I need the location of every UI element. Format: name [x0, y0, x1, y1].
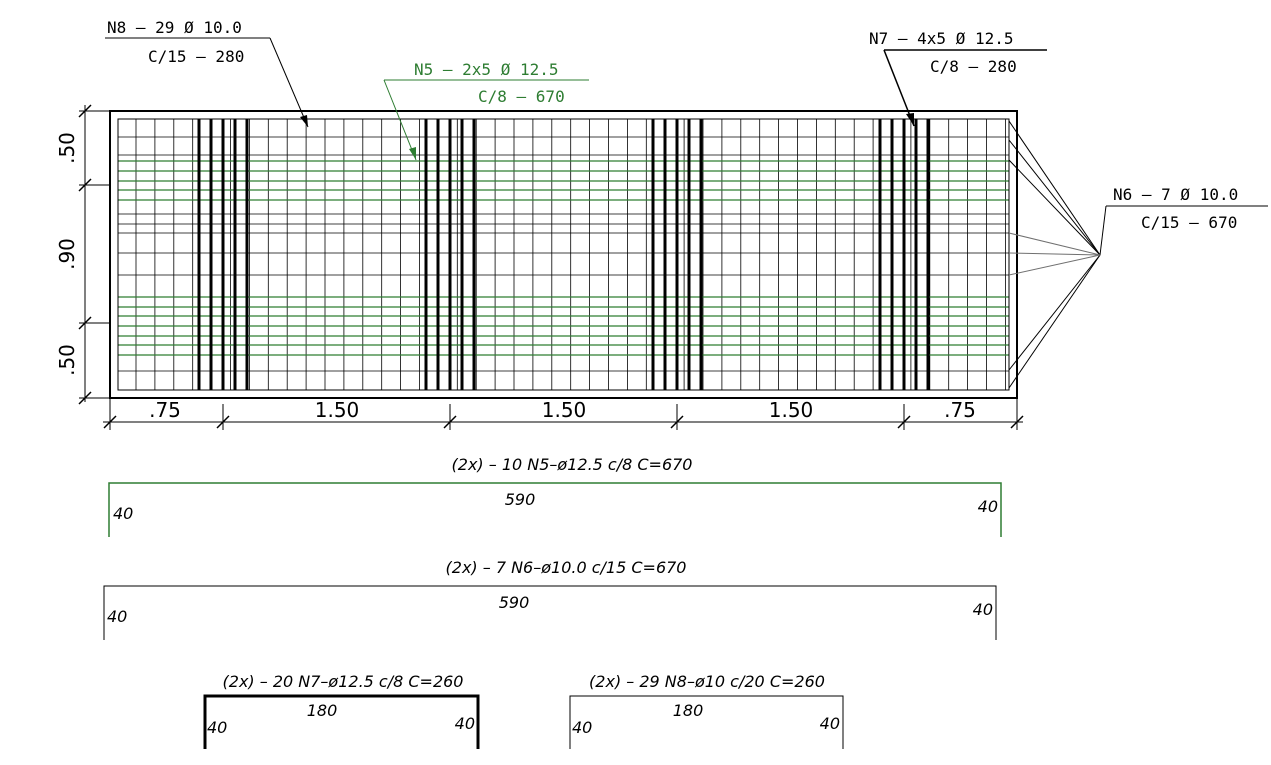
horizontal-dim-tick: [670, 415, 684, 429]
n6-leader-line: [1008, 252, 1101, 256]
bar-detail-n7: (2x) – 20 N7–ø12.5 c/8 C=260 40 180 40: [203, 672, 480, 749]
vertical-dim-tick: [78, 104, 92, 118]
callout-n5: N5 – 2x5 Ø 12.5 C/8 – 670: [383, 60, 589, 161]
bar-n7-title: (2x) – 20 N7–ø12.5 c/8 C=260: [223, 672, 464, 691]
bar-n8-shape: [569, 695, 844, 749]
callout-n7: N7 – 4x5 Ø 12.5 C/8 – 280: [869, 29, 1047, 127]
callout-n7-leader: [883, 49, 915, 127]
bar-n6-shape: [103, 585, 997, 640]
n6-leader-line: [1008, 254, 1101, 276]
callout-n6-line1: N6 – 7 Ø 10.0: [1113, 185, 1238, 204]
bar-n8-right-length: 40: [820, 714, 840, 733]
callout-n7-arrow: [906, 113, 914, 126]
callout-n8: N8 – 29 Ø 10.0 C/15 – 280: [105, 18, 309, 128]
n8-vertical-bars: [135, 119, 1006, 390]
n6-leader-line: [1008, 159, 1101, 256]
vertical-dim-label: .50: [55, 344, 79, 376]
callout-n6-leaders: [1008, 120, 1101, 389]
callout-n8-line2: C/15 – 280: [148, 47, 244, 66]
callout-n6-stem: [1099, 205, 1107, 256]
callout-n8-arrow: [300, 115, 308, 127]
bar-n8-left-length: 40: [572, 718, 592, 737]
horizontal-dimension-chain: .75 1.50 1.50 1.50 .75: [103, 398, 1024, 430]
horizontal-dim-tick: [216, 415, 230, 429]
vertical-dim-tick: [78, 178, 92, 192]
callout-n5-leader: [383, 79, 417, 161]
bar-n6-left-length: 40: [107, 607, 127, 626]
horizontal-dim-tick: [443, 415, 457, 429]
callout-n5-line2: C/8 – 670: [478, 87, 565, 106]
callout-n7-line2: C/8 – 280: [930, 57, 1017, 76]
slab-inner-outline: [117, 118, 1010, 391]
bar-n7-middle-length: 180: [307, 701, 338, 720]
callout-n6-line2: C/15 – 670: [1141, 213, 1237, 232]
callout-n7-line1: N7 – 4x5 Ø 12.5: [869, 29, 1014, 48]
n6-leader-line: [1008, 232, 1101, 256]
horizontal-dim-tick: [103, 415, 117, 429]
bar-n5-left-length: 40: [113, 504, 133, 523]
n6-leader-line: [1008, 254, 1101, 371]
vertical-dim-label: .50: [55, 132, 79, 164]
bar-n6-middle-length: 590: [499, 593, 530, 612]
horizontal-dim-label: 1.50: [315, 398, 360, 422]
bar-n7-left-length: 40: [207, 718, 227, 737]
callout-n6: N6 – 7 Ø 10.0 C/15 – 670: [1008, 120, 1268, 389]
horizontal-dim-label: 1.50: [542, 398, 587, 422]
horizontal-dim-tick: [1010, 415, 1024, 429]
callout-n8-leader: [269, 37, 309, 128]
vertical-dim-label: .90: [55, 238, 79, 270]
bar-n5-middle-length: 590: [505, 490, 536, 509]
horizontal-dim-label: 1.50: [769, 398, 814, 422]
horizontal-dim-label: .75: [149, 398, 181, 422]
vertical-dimension-chain: .50 .90 .50: [55, 104, 110, 405]
n6-leader-line: [1008, 254, 1101, 389]
vertical-dim-tick: [78, 316, 92, 330]
horizontal-dim-label: .75: [944, 398, 976, 422]
bar-n5-title: (2x) – 10 N5–ø12.5 c/8 C=670: [452, 455, 693, 474]
bar-n5-shape: [108, 482, 1002, 537]
bar-detail-n6: (2x) – 7 N6–ø10.0 c/15 C=670 40 590 40: [103, 558, 997, 640]
bar-n6-title: (2x) – 7 N6–ø10.0 c/15 C=670: [446, 558, 687, 577]
n6-leader-line: [1008, 139, 1101, 256]
bar-detail-n5: (2x) – 10 N5–ø12.5 c/8 C=670 40 590 40: [108, 455, 1002, 537]
bar-n7-shape: [203, 694, 480, 749]
slab-outline: [109, 110, 1018, 399]
bar-detail-n8: (2x) – 29 N8–ø10 c/20 C=260 40 180 40: [569, 672, 844, 749]
callout-n5-arrow: [409, 147, 416, 160]
bar-n8-middle-length: 180: [673, 701, 704, 720]
horizontal-dim-tick: [897, 415, 911, 429]
bar-n5-right-length: 40: [978, 497, 998, 516]
n7-heavy-bars: [197, 119, 930, 390]
n6-leader-line: [1008, 120, 1101, 256]
slab-reinforcement-grid: [109, 110, 1018, 399]
bar-n8-title: (2x) – 29 N8–ø10 c/20 C=260: [589, 672, 825, 691]
vertical-dim-tick: [78, 391, 92, 405]
n6-n5-horizontal-bars: [118, 136, 1009, 372]
callout-n8-line1: N8 – 29 Ø 10.0: [107, 18, 242, 37]
bar-n6-right-length: 40: [973, 600, 993, 619]
callout-n5-line1: N5 – 2x5 Ø 12.5: [414, 60, 559, 79]
bar-n7-right-length: 40: [455, 714, 475, 733]
